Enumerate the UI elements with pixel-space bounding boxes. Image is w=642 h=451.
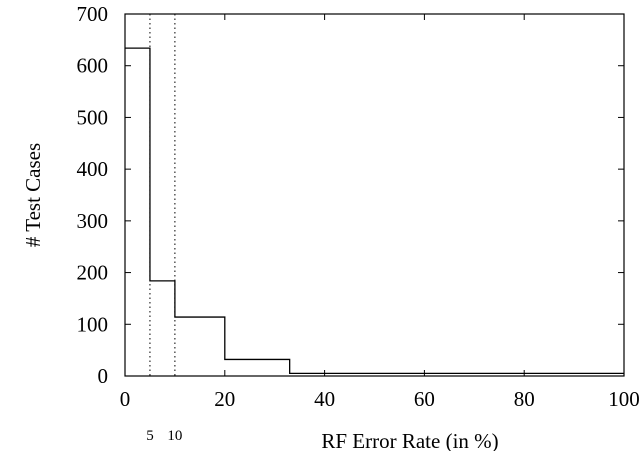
y-tick-label: 300 [77, 209, 109, 233]
y-axis: 0 100 200 300 400 500 600 700 [77, 2, 624, 388]
plot-frame [124, 13, 625, 377]
reference-label: 5 [146, 428, 154, 444]
reference-lines [149, 14, 176, 376]
y-tick-label: 500 [77, 105, 109, 129]
y-tick-label: 400 [77, 157, 109, 181]
y-tick-label: 100 [77, 312, 109, 336]
y-tick-label: 700 [77, 2, 109, 26]
x-tick-label: 80 [514, 387, 535, 411]
x-axis-title: RF Error Rate (in %) [321, 429, 498, 451]
series-layer [125, 47, 624, 375]
reference-label: 10 [167, 428, 182, 444]
y-tick-label: 200 [77, 261, 109, 285]
x-tick-label: 100 [608, 387, 640, 411]
x-tick-label: 60 [414, 387, 435, 411]
y-tick-label: 600 [77, 54, 109, 78]
x-tick-label: 20 [214, 387, 235, 411]
y-axis-title: # Test Cases [21, 143, 45, 247]
series-line [125, 47, 624, 375]
x-tick-label: 0 [120, 387, 131, 411]
x-tick-label: 40 [314, 387, 335, 411]
y-tick-label: 0 [98, 364, 109, 388]
reference-labels: 5 10 [146, 428, 182, 444]
x-axis: 0 20 40 60 80 100 [120, 14, 640, 411]
